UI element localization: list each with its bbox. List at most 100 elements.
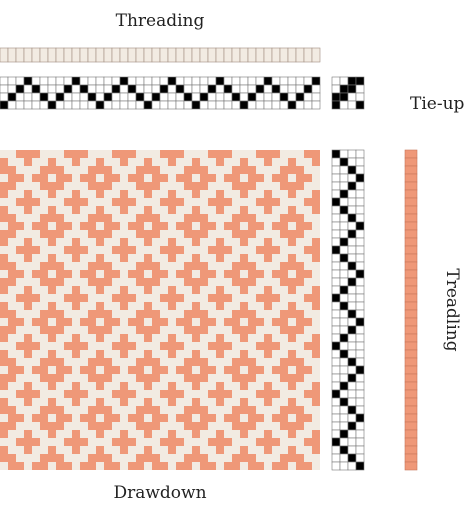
drawdown-weft-cell: [136, 406, 144, 414]
drawdown-weft-cell: [16, 390, 24, 398]
weft-color-cell: [404, 413, 418, 423]
drawdown-warp-cell: [72, 414, 80, 422]
drawdown-warp-cell: [272, 310, 280, 318]
drawdown-weft-cell: [256, 270, 264, 278]
drawdown-warp-cell: [152, 382, 160, 390]
drawdown-weft-cell: [264, 430, 272, 438]
drawdown-weft-cell: [224, 270, 232, 278]
drawdown-weft-cell: [144, 382, 152, 390]
threading-cell: [223, 100, 233, 110]
drawdown-warp-cell: [312, 270, 320, 278]
drawdown-warp-cell: [136, 158, 144, 166]
drawdown-warp-cell: [288, 438, 296, 446]
treadling-mark: [355, 221, 365, 231]
drawdown-warp-cell: [120, 174, 128, 182]
drawdown-warp-cell: [104, 302, 112, 310]
drawdown-weft-cell: [280, 182, 288, 190]
treadling-mark: [339, 189, 349, 199]
drawdown-warp-cell: [216, 174, 224, 182]
drawdown-warp-cell: [120, 310, 128, 318]
drawdown-warp-cell: [136, 286, 144, 294]
drawdown-warp-cell: [232, 446, 240, 454]
drawdown-weft-cell: [80, 414, 88, 422]
drawdown-warp-cell: [216, 422, 224, 430]
treadling-cell: [355, 389, 365, 399]
drawdown-warp-cell: [0, 318, 8, 326]
drawdown-warp-cell: [232, 158, 240, 166]
drawdown-warp-cell: [280, 294, 288, 302]
drawdown-weft-cell: [296, 222, 304, 230]
drawdown-weft-cell: [144, 254, 152, 262]
tieup-mark: [331, 92, 341, 102]
drawdown-weft-cell: [88, 230, 96, 238]
drawdown-warp-cell: [72, 454, 80, 462]
drawdown-warp-cell: [192, 198, 200, 206]
drawdown-warp-cell: [184, 446, 192, 454]
threading-mark: [79, 84, 89, 94]
drawdown-warp-cell: [136, 390, 144, 398]
drawdown-warp-cell: [176, 430, 184, 438]
drawdown-weft-cell: [200, 230, 208, 238]
drawdown-weft-cell: [88, 414, 96, 422]
drawdown-warp-cell: [280, 398, 288, 406]
drawdown-weft-cell: [144, 166, 152, 174]
drawdown-warp-cell: [272, 430, 280, 438]
drawdown-warp-cell: [312, 230, 320, 238]
drawdown-warp-cell: [16, 230, 24, 238]
drawdown-warp-cell: [112, 302, 120, 310]
drawdown-weft-cell: [248, 174, 256, 182]
threading-cell: [143, 76, 153, 86]
treadling-mark: [347, 405, 357, 415]
drawdown-weft-cell: [312, 438, 320, 446]
weft-color-strip: [404, 149, 418, 471]
drawdown-warp-cell: [56, 350, 64, 358]
drawdown-weft-cell: [216, 382, 224, 390]
drawdown-warp-cell: [288, 414, 296, 422]
drawdown-warp-cell: [32, 430, 40, 438]
drawdown-weft-cell: [152, 318, 160, 326]
treadling-cell: [347, 245, 357, 255]
weft-color-cell: [404, 285, 418, 295]
drawdown-warp-cell: [168, 230, 176, 238]
drawdown-weft-cell: [280, 454, 288, 462]
drawdown-warp-cell: [208, 302, 216, 310]
warp-color-cell: [15, 47, 25, 63]
threading-mark: [199, 92, 209, 102]
threading-cell: [0, 84, 9, 94]
drawdown-weft-cell: [56, 366, 64, 374]
threading-cell: [79, 100, 89, 110]
weft-color-cell: [404, 173, 418, 183]
drawdown-warp-cell: [304, 446, 312, 454]
drawdown-warp-cell: [104, 382, 112, 390]
drawdown-weft-cell: [304, 270, 312, 278]
drawdown-warp-cell: [40, 334, 48, 342]
drawdown-warp-cell: [168, 406, 176, 414]
drawdown-weft-cell: [312, 334, 320, 342]
drawdown-weft-cell: [40, 414, 48, 422]
drawdown-weft-cell: [160, 174, 168, 182]
treadling-cell: [355, 437, 365, 447]
drawdown-warp-cell: [304, 406, 312, 414]
drawdown-warp-cell: [296, 254, 304, 262]
drawdown-weft-cell: [192, 166, 200, 174]
tieup-cell: [347, 100, 357, 110]
drawdown-warp-cell: [248, 190, 256, 198]
drawdown-warp-cell: [152, 254, 160, 262]
drawdown-weft-cell: [160, 366, 168, 374]
drawdown-warp-cell: [312, 374, 320, 382]
drawdown-warp-cell: [256, 206, 264, 214]
drawdown-warp-cell: [264, 366, 272, 374]
drawdown-warp-cell: [192, 270, 200, 278]
drawdown-weft-cell: [48, 190, 56, 198]
drawdown-warp-cell: [312, 278, 320, 286]
drawdown-warp-cell: [272, 158, 280, 166]
drawdown-warp-cell: [256, 334, 264, 342]
drawdown-warp-cell: [8, 342, 16, 350]
threading-mark: [167, 76, 177, 86]
threading-cell: [167, 84, 177, 94]
drawdown-warp-cell: [40, 190, 48, 198]
warp-color-cell: [231, 47, 241, 63]
drawdown-weft-cell: [48, 374, 56, 382]
drawdown-weft-cell: [216, 390, 224, 398]
drawdown-weft-cell: [152, 166, 160, 174]
